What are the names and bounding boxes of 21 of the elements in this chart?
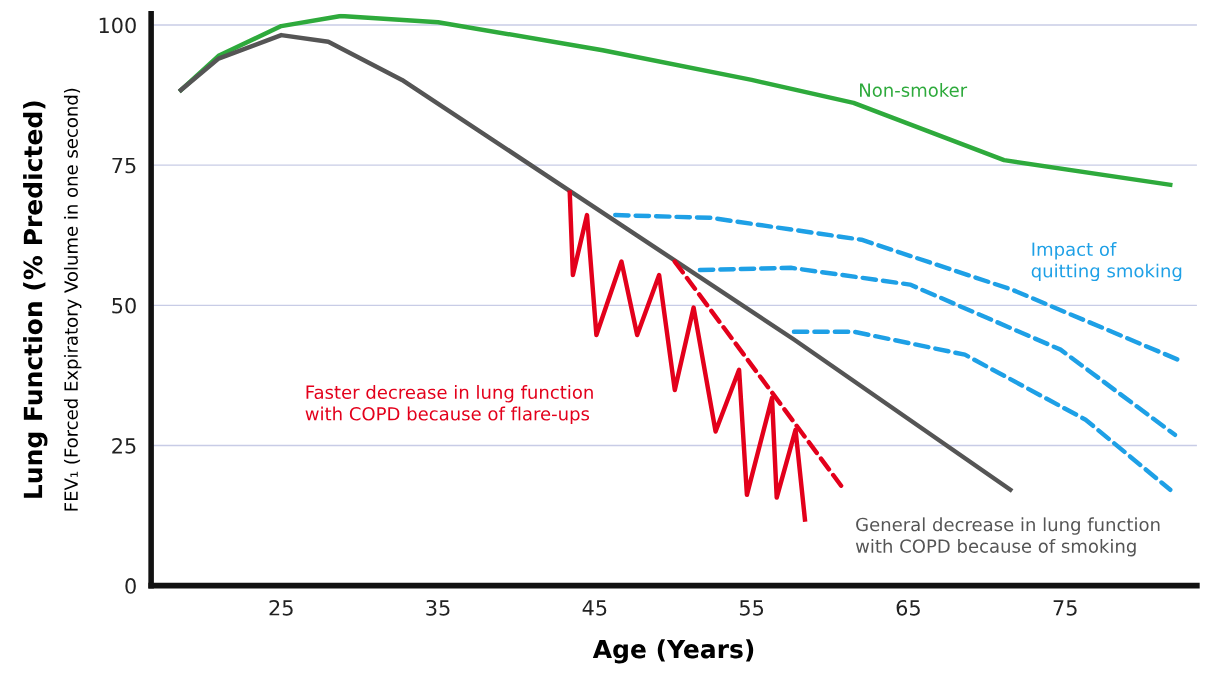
- series-label: Non-smoker: [860, 82, 968, 97]
- line-series: [178, 32, 1013, 492]
- x-axis-title: Age (Years): [592, 639, 754, 664]
- text: Faster decrease in lung function with COPD because of flare-ups: [305, 385, 593, 425]
- y-tick-label: 75: [112, 157, 136, 174]
- x-tick-label: 65: [896, 599, 920, 616]
- x-tick-label: 45: [582, 600, 607, 616]
- line-series: [613, 212, 1181, 362]
- line-series: [791, 329, 1173, 492]
- x-tick-label: 25: [269, 599, 293, 616]
- text: Lung Function (% Predicted) FEV₁ (Forced Expiratory Volume in one second): [23, 88, 82, 511]
- line-series: [178, 13, 1173, 187]
- x-tick-label: 35: [426, 599, 450, 616]
- text: General decrease in lung function with COPD because of smoking: [855, 517, 1160, 557]
- y-tick-label: 25: [112, 437, 136, 454]
- x-tick-label: 55: [739, 600, 764, 616]
- x-tick-label: 75: [1053, 600, 1077, 616]
- series-label: Impact of quitting smoking: [1031, 242, 1182, 282]
- y-tick-label: 0: [125, 578, 136, 594]
- y-tick-label: 100: [99, 17, 136, 34]
- y-tick-label: 50: [112, 297, 136, 314]
